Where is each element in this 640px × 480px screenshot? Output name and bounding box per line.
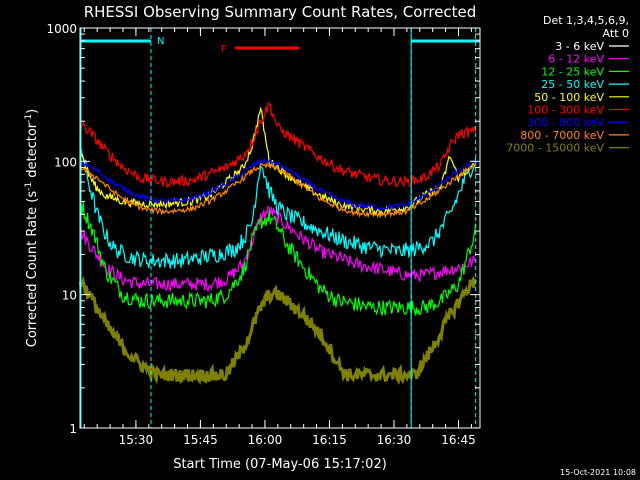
series-layer bbox=[78, 101, 477, 429]
legend-label-2: 12 - 25 keV bbox=[541, 65, 604, 78]
y-axis-label-part-1: Corrected Count Rate (s bbox=[25, 191, 40, 348]
legend-label-4: 50 - 100 keV bbox=[534, 91, 604, 104]
y-tick-label-0: 1 bbox=[69, 422, 77, 436]
series-line-8 bbox=[78, 275, 477, 385]
y-axis-label-sup-1: -1 bbox=[24, 182, 34, 191]
y-axis-label-part-2: detector bbox=[25, 122, 40, 182]
series-line-1 bbox=[79, 205, 477, 293]
series-line-0 bbox=[79, 216, 477, 429]
x-axis-label: Start Time (07-May-06 15:17:02) bbox=[173, 457, 387, 472]
y-tick-label-1: 10 bbox=[62, 289, 77, 303]
x-tick-label-3: 16:15 bbox=[312, 433, 347, 447]
chart-title: RHESSI Observing Summary Count Rates, Co… bbox=[84, 3, 477, 21]
legend-header-line-2: Att 0 bbox=[603, 27, 629, 40]
y-tick-label-3: 1000 bbox=[46, 22, 77, 36]
legend-header-line-1: Det 1,3,4,5,6,9, bbox=[543, 14, 629, 27]
x-tick-label-5: 16:45 bbox=[441, 433, 476, 447]
plot-frame bbox=[79, 27, 481, 429]
n-marker-label: N bbox=[157, 36, 164, 47]
series-line-7 bbox=[79, 162, 477, 219]
legend-label-1: 6 - 12 keV bbox=[548, 53, 604, 66]
series-line-6 bbox=[79, 156, 477, 211]
series-line-5 bbox=[79, 101, 477, 189]
x-tick-label-2: 16:00 bbox=[248, 433, 283, 447]
legend-label-6: 300 - 800 keV bbox=[527, 116, 604, 129]
x-tick-label-1: 15:45 bbox=[183, 433, 218, 447]
axis-layer: 15:30 15:45 16:00 16:15 16:30 16:45 1 10 100 1000 bbox=[46, 22, 480, 447]
f-marker-label: F bbox=[221, 44, 227, 55]
series-line-2 bbox=[79, 202, 477, 316]
legend-label-8: 7000 - 15000 keV bbox=[506, 142, 604, 155]
footer-timestamp: 15-Oct-2021 10:08 bbox=[560, 468, 636, 477]
y-axis-label-sup-2: -1 bbox=[24, 114, 34, 123]
series-line-3 bbox=[79, 140, 477, 269]
x-tick-label-4: 16:30 bbox=[377, 433, 412, 447]
y-axis-label-part-3: ) bbox=[25, 109, 40, 114]
y-axis-label: Corrected Count Rate (s-1 detector-1) bbox=[24, 109, 40, 347]
legend-label-0: 3 - 6 keV bbox=[555, 40, 604, 53]
legend-label-3: 25 - 50 keV bbox=[541, 78, 604, 91]
x-tick-label-0: 15:30 bbox=[119, 433, 154, 447]
legend-label-7: 800 - 7000 keV bbox=[520, 129, 604, 142]
markers-layer: NF bbox=[80, 28, 480, 428]
legend-label-5: 100 - 300 keV bbox=[527, 104, 604, 117]
y-tick-label-2: 100 bbox=[54, 155, 77, 169]
